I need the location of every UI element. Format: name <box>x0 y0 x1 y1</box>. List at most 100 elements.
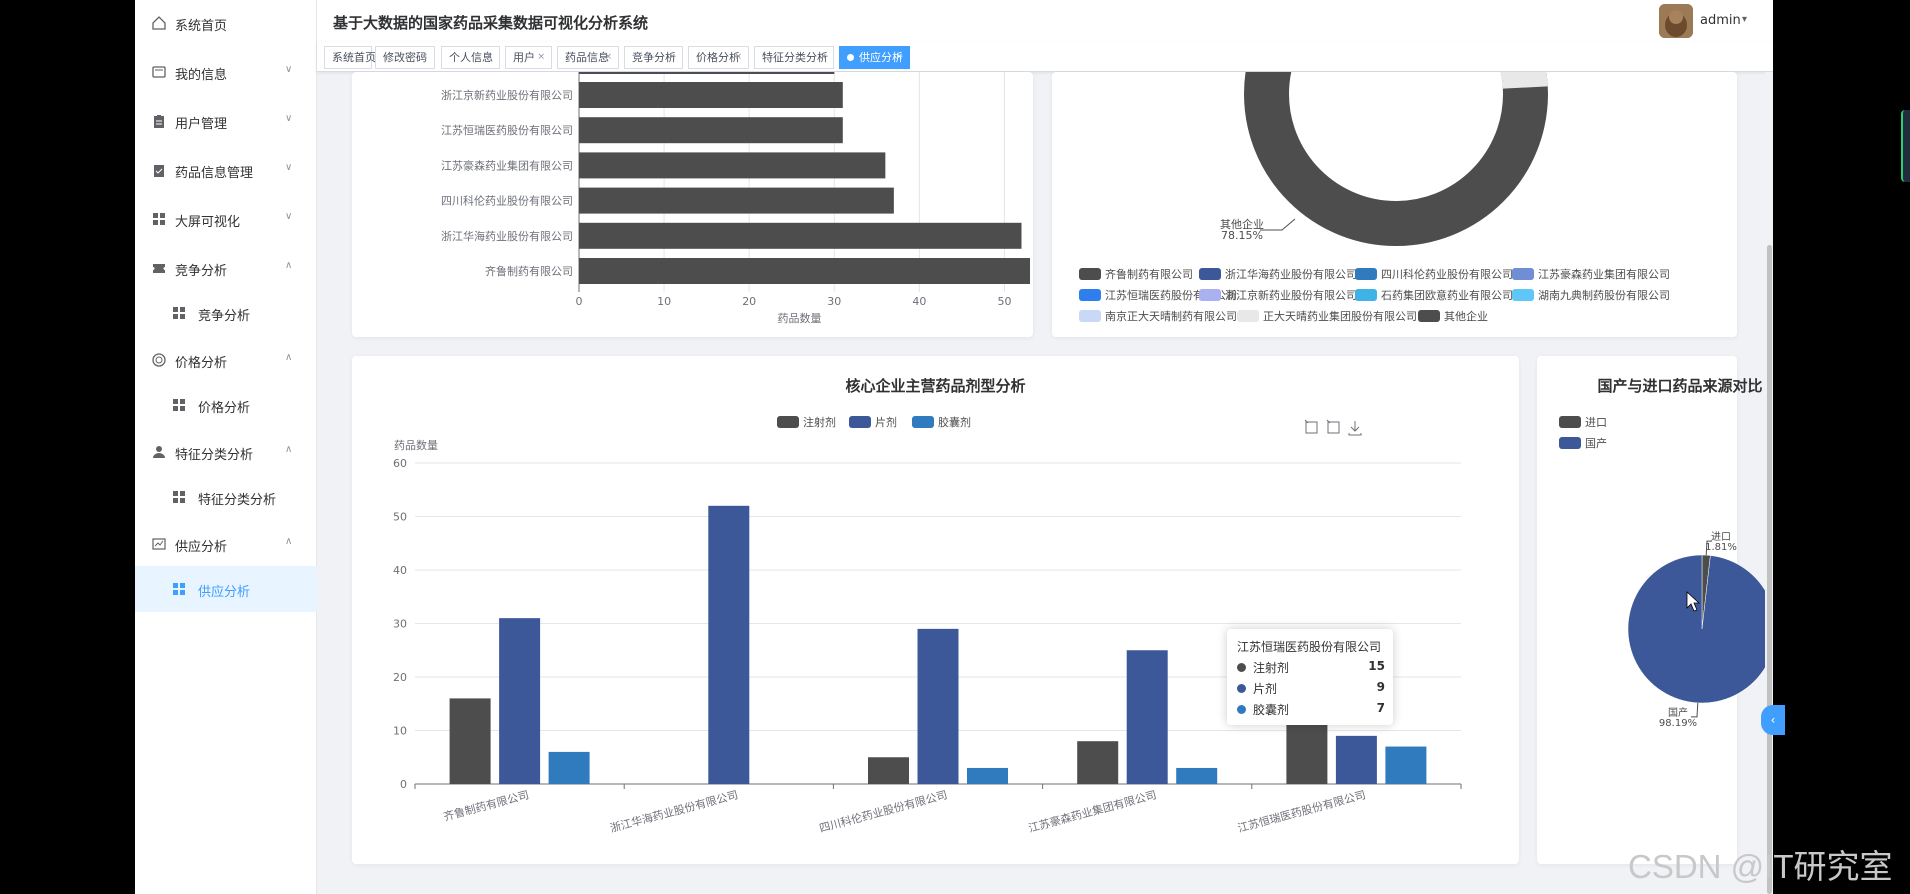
tag-5[interactable]: 竞争分析 × <box>624 46 683 69</box>
close-icon[interactable]: × <box>819 52 827 62</box>
bar[interactable] <box>868 757 909 784</box>
tag-2[interactable]: 个人信息 × <box>441 46 500 69</box>
bar[interactable] <box>1385 746 1427 784</box>
legend-swatch[interactable] <box>777 416 799 428</box>
legend-label[interactable]: 浙江京新药业股份有限公司 <box>1225 288 1357 302</box>
bar[interactable] <box>1335 735 1377 784</box>
close-icon[interactable]: × <box>485 52 493 62</box>
bar[interactable] <box>917 628 959 784</box>
legend-swatch[interactable] <box>849 416 871 428</box>
close-icon[interactable]: × <box>895 52 903 62</box>
float-expand-button[interactable]: ‹ <box>1761 705 1785 735</box>
donut-slice[interactable] <box>1497 46 1548 89</box>
close-icon[interactable]: × <box>734 52 742 62</box>
sidebar-item-12[interactable]: 供应分析 <box>135 566 317 612</box>
sidebar-item-9[interactable]: 特征分类分析 ∧ <box>135 429 317 475</box>
avatar-image <box>1659 4 1693 38</box>
bar[interactable] <box>967 767 1008 784</box>
y-tick-label: 60 <box>393 457 407 470</box>
legend-swatch[interactable] <box>1512 268 1534 280</box>
caret-down-icon[interactable]: ▾ <box>1742 14 1748 25</box>
restore-icon[interactable] <box>1304 419 1318 434</box>
bar[interactable] <box>1077 741 1119 784</box>
close-icon[interactable]: × <box>604 52 612 62</box>
legend-swatch[interactable] <box>1355 289 1377 301</box>
legend-label[interactable]: 浙江华海药业股份有限公司 <box>1225 267 1357 281</box>
legend-label[interactable]: 湖南九典制药股份有限公司 <box>1538 288 1670 302</box>
bar[interactable] <box>579 117 843 144</box>
page-title: 基于大数据的国家药品采集数据可视化分析系统 <box>333 14 649 32</box>
sidebar-item-3[interactable]: 药品信息管理 ∨ <box>135 147 317 193</box>
sidebar-item-8[interactable]: 价格分析 <box>135 382 317 428</box>
legend-swatch[interactable] <box>1079 268 1101 280</box>
legend-swatch[interactable] <box>1079 289 1101 301</box>
legend-label[interactable]: 胶囊剂 <box>938 415 971 429</box>
bar[interactable] <box>579 222 1022 249</box>
tag-6[interactable]: 价格分析 × <box>688 46 749 69</box>
legend-label[interactable]: 注射剂 <box>803 415 836 429</box>
tag-label: 系统首页 <box>332 51 376 64</box>
legend-label[interactable]: 正大天晴药业集团股份有限公司 <box>1263 309 1417 323</box>
legend-swatch[interactable] <box>1355 268 1377 280</box>
sidebar-item-1[interactable]: 我的信息 ∨ <box>135 49 317 95</box>
bar[interactable] <box>579 82 843 108</box>
tag-7[interactable]: 特征分类分析 × <box>754 46 834 69</box>
sidebar-item-6[interactable]: 竞争分析 <box>135 290 317 336</box>
bar[interactable] <box>548 751 590 784</box>
legend-label[interactable]: 南京正大天晴制药有限公司 <box>1105 309 1237 323</box>
username[interactable]: admin <box>1700 13 1741 28</box>
bar[interactable] <box>1126 650 1168 784</box>
sidebar-item-7[interactable]: 价格分析 ∧ <box>135 337 317 383</box>
legend-label[interactable]: 其他企业 <box>1444 309 1488 323</box>
edge-handle[interactable] <box>1901 110 1910 182</box>
download-icon[interactable] <box>1348 421 1362 436</box>
legend-swatch[interactable] <box>1237 310 1259 322</box>
legend-swatch[interactable] <box>1559 437 1581 449</box>
legend-swatch[interactable] <box>1199 268 1221 280</box>
tooltip-series-name: 注射剂 <box>1253 661 1290 675</box>
tag-3[interactable]: 用户 × <box>505 46 552 69</box>
zoom-icon[interactable] <box>1326 419 1340 434</box>
sidebar-item-11[interactable]: 供应分析 ∧ <box>135 521 317 567</box>
tag-1[interactable]: 修改密码 × <box>375 46 435 69</box>
tag-8[interactable]: 供应分析 × <box>839 46 910 69</box>
bar[interactable] <box>708 505 750 784</box>
legend-swatch[interactable] <box>1418 310 1440 322</box>
pie-slice[interactable] <box>1627 554 1773 704</box>
legend-label[interactable]: 江苏豪森药业集团有限公司 <box>1538 267 1670 281</box>
sidebar-item-2[interactable]: 用户管理 ∨ <box>135 98 317 144</box>
chevron-icon: ∨ <box>285 211 293 222</box>
close-icon[interactable]: × <box>537 52 545 62</box>
donut-slice-other[interactable] <box>1244 0 1548 246</box>
bar[interactable] <box>579 258 1031 284</box>
legend-swatch[interactable] <box>912 416 934 428</box>
legend-label[interactable]: 齐鲁制药有限公司 <box>1105 267 1193 281</box>
x-tick-label: 40 <box>912 295 926 308</box>
tag-0[interactable]: 系统首页 <box>324 46 376 69</box>
hand-cursor-icon <box>1686 591 1701 612</box>
legend-label[interactable]: 国产 <box>1585 436 1607 450</box>
close-icon[interactable]: × <box>420 52 428 62</box>
legend-label[interactable]: 进口 <box>1585 416 1607 429</box>
legend-swatch[interactable] <box>1199 289 1221 301</box>
close-icon[interactable]: × <box>668 52 676 62</box>
bar[interactable] <box>579 187 894 214</box>
legend-swatch[interactable] <box>1512 289 1534 301</box>
legend-label[interactable]: 片剂 <box>875 415 897 429</box>
sidebar-item-0[interactable]: 系统首页 <box>135 0 317 46</box>
legend-swatch[interactable] <box>1079 310 1101 322</box>
legend-swatch[interactable] <box>1559 416 1581 428</box>
scrollbar-thumb[interactable] <box>1767 245 1772 894</box>
x-tick-label: 四川科伦药业股份有限公司 <box>818 787 949 835</box>
bar[interactable] <box>579 152 886 179</box>
tag-4[interactable]: 药品信息 × <box>557 46 619 69</box>
legend-label[interactable]: 四川科伦药业股份有限公司 <box>1381 267 1513 281</box>
sidebar-item-5[interactable]: 竞争分析 ∧ <box>135 245 317 291</box>
legend-label[interactable]: 石药集团欧意药业有限公司 <box>1381 288 1513 302</box>
bar[interactable] <box>1176 767 1218 784</box>
bar[interactable] <box>499 618 541 784</box>
sidebar-item-10[interactable]: 特征分类分析 <box>135 474 317 520</box>
sidebar-item-4[interactable]: 大屏可视化 ∨ <box>135 196 317 242</box>
avatar[interactable] <box>1659 4 1693 38</box>
bar[interactable] <box>449 698 491 784</box>
